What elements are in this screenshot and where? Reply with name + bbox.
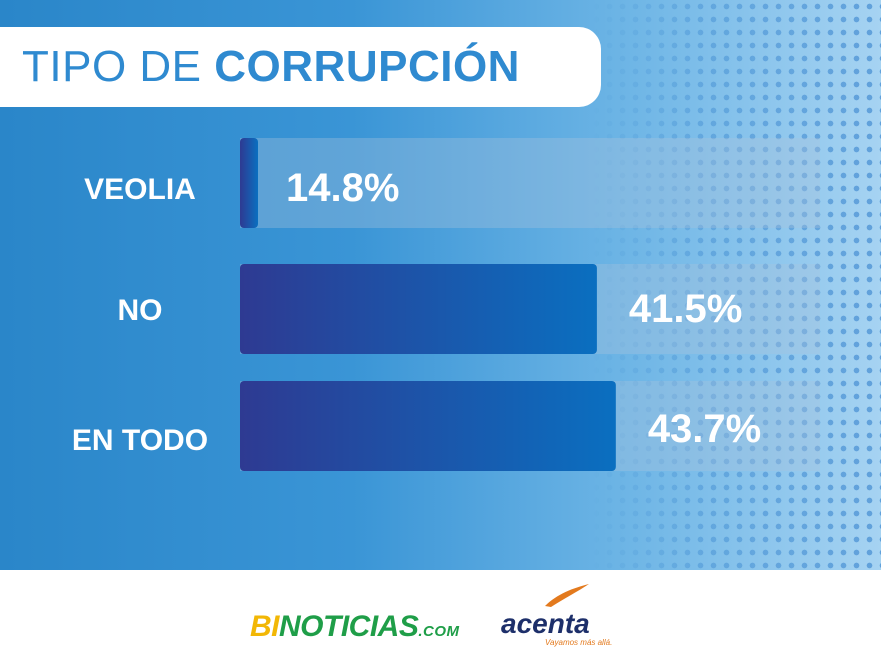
acenta-logo: acenta	[501, 608, 590, 639]
category-label: EN TODO	[72, 424, 208, 457]
bar-chart: VEOLIA 14.8% NO 41.5% EN TODO 43.7%	[72, 138, 820, 471]
logo-noticias-text: NOTICIAS	[279, 610, 419, 643]
bar-en-todo	[240, 381, 616, 471]
binoticias-logo: BINOTICIAS.COM	[250, 610, 460, 644]
dot-pattern	[590, 0, 881, 570]
bar-track	[240, 138, 820, 228]
chart-title: TIPO DE CORRUPCIÓN	[22, 40, 520, 94]
value-label: 43.7%	[648, 407, 761, 451]
value-label: 14.8%	[286, 166, 399, 210]
bar-no	[240, 264, 597, 354]
value-label: 41.5%	[629, 287, 742, 331]
acenta-swoosh-icon	[545, 584, 589, 607]
title-panel	[0, 27, 601, 107]
title-light: TIPO DE	[22, 42, 202, 91]
category-label: NO	[118, 294, 163, 327]
logo-bi-text: BI	[250, 610, 280, 643]
bar-veolia	[240, 138, 258, 228]
logo-com-text: .COM	[418, 623, 460, 640]
category-label: VEOLIA	[84, 173, 196, 206]
footer	[0, 570, 881, 660]
acenta-slogan: Vayamos más allá.	[545, 638, 613, 647]
title-bold: CORRUPCIÓN	[214, 42, 520, 91]
